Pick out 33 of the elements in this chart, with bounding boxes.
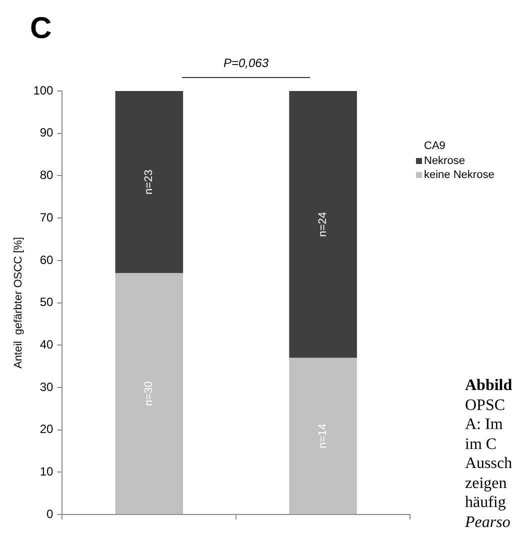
y-tick-label: 0 — [46, 506, 54, 521]
y-tick-label: 60 — [40, 252, 54, 267]
y-tick-label: 40 — [40, 337, 54, 352]
y-tick-label: 70 — [40, 210, 54, 224]
bar — [115, 273, 184, 514]
y-tick-label: 100 — [33, 83, 54, 98]
text: Abbild — [465, 376, 512, 396]
y-tick-label: 90 — [40, 126, 54, 140]
chart-title: C — [30, 12, 52, 46]
text: Aussch — [465, 454, 512, 474]
legend-label: Nekrose — [424, 154, 465, 168]
annotation: n=24 — [317, 212, 330, 237]
text: P=0,063 — [222, 56, 270, 70]
y-tick-label: 30 — [40, 380, 54, 394]
annotation: n=23 — [143, 170, 156, 194]
text: zeigen — [465, 474, 508, 493]
bar — [289, 358, 357, 514]
legend-title: CA9 — [424, 140, 446, 152]
text: häufig — [465, 493, 507, 512]
bar — [115, 91, 184, 274]
y-tick-label: 20 — [40, 422, 54, 436]
legend-label: keine Nekrose — [424, 168, 494, 182]
y-tick-label: 50 — [40, 295, 54, 310]
text: Pearso — [465, 512, 512, 532]
annotation: n=14 — [317, 424, 330, 448]
y-tick-label: 10 — [40, 464, 54, 479]
text: im C — [465, 434, 498, 454]
annotation: n=30 — [143, 381, 156, 406]
bar — [289, 91, 357, 358]
y-axis-title: Anteil gefärbter OSCC [%] — [12, 237, 25, 369]
y-tick-label: 80 — [40, 168, 54, 182]
text: A: Im — [465, 415, 504, 434]
text: OPSC — [465, 396, 506, 415]
